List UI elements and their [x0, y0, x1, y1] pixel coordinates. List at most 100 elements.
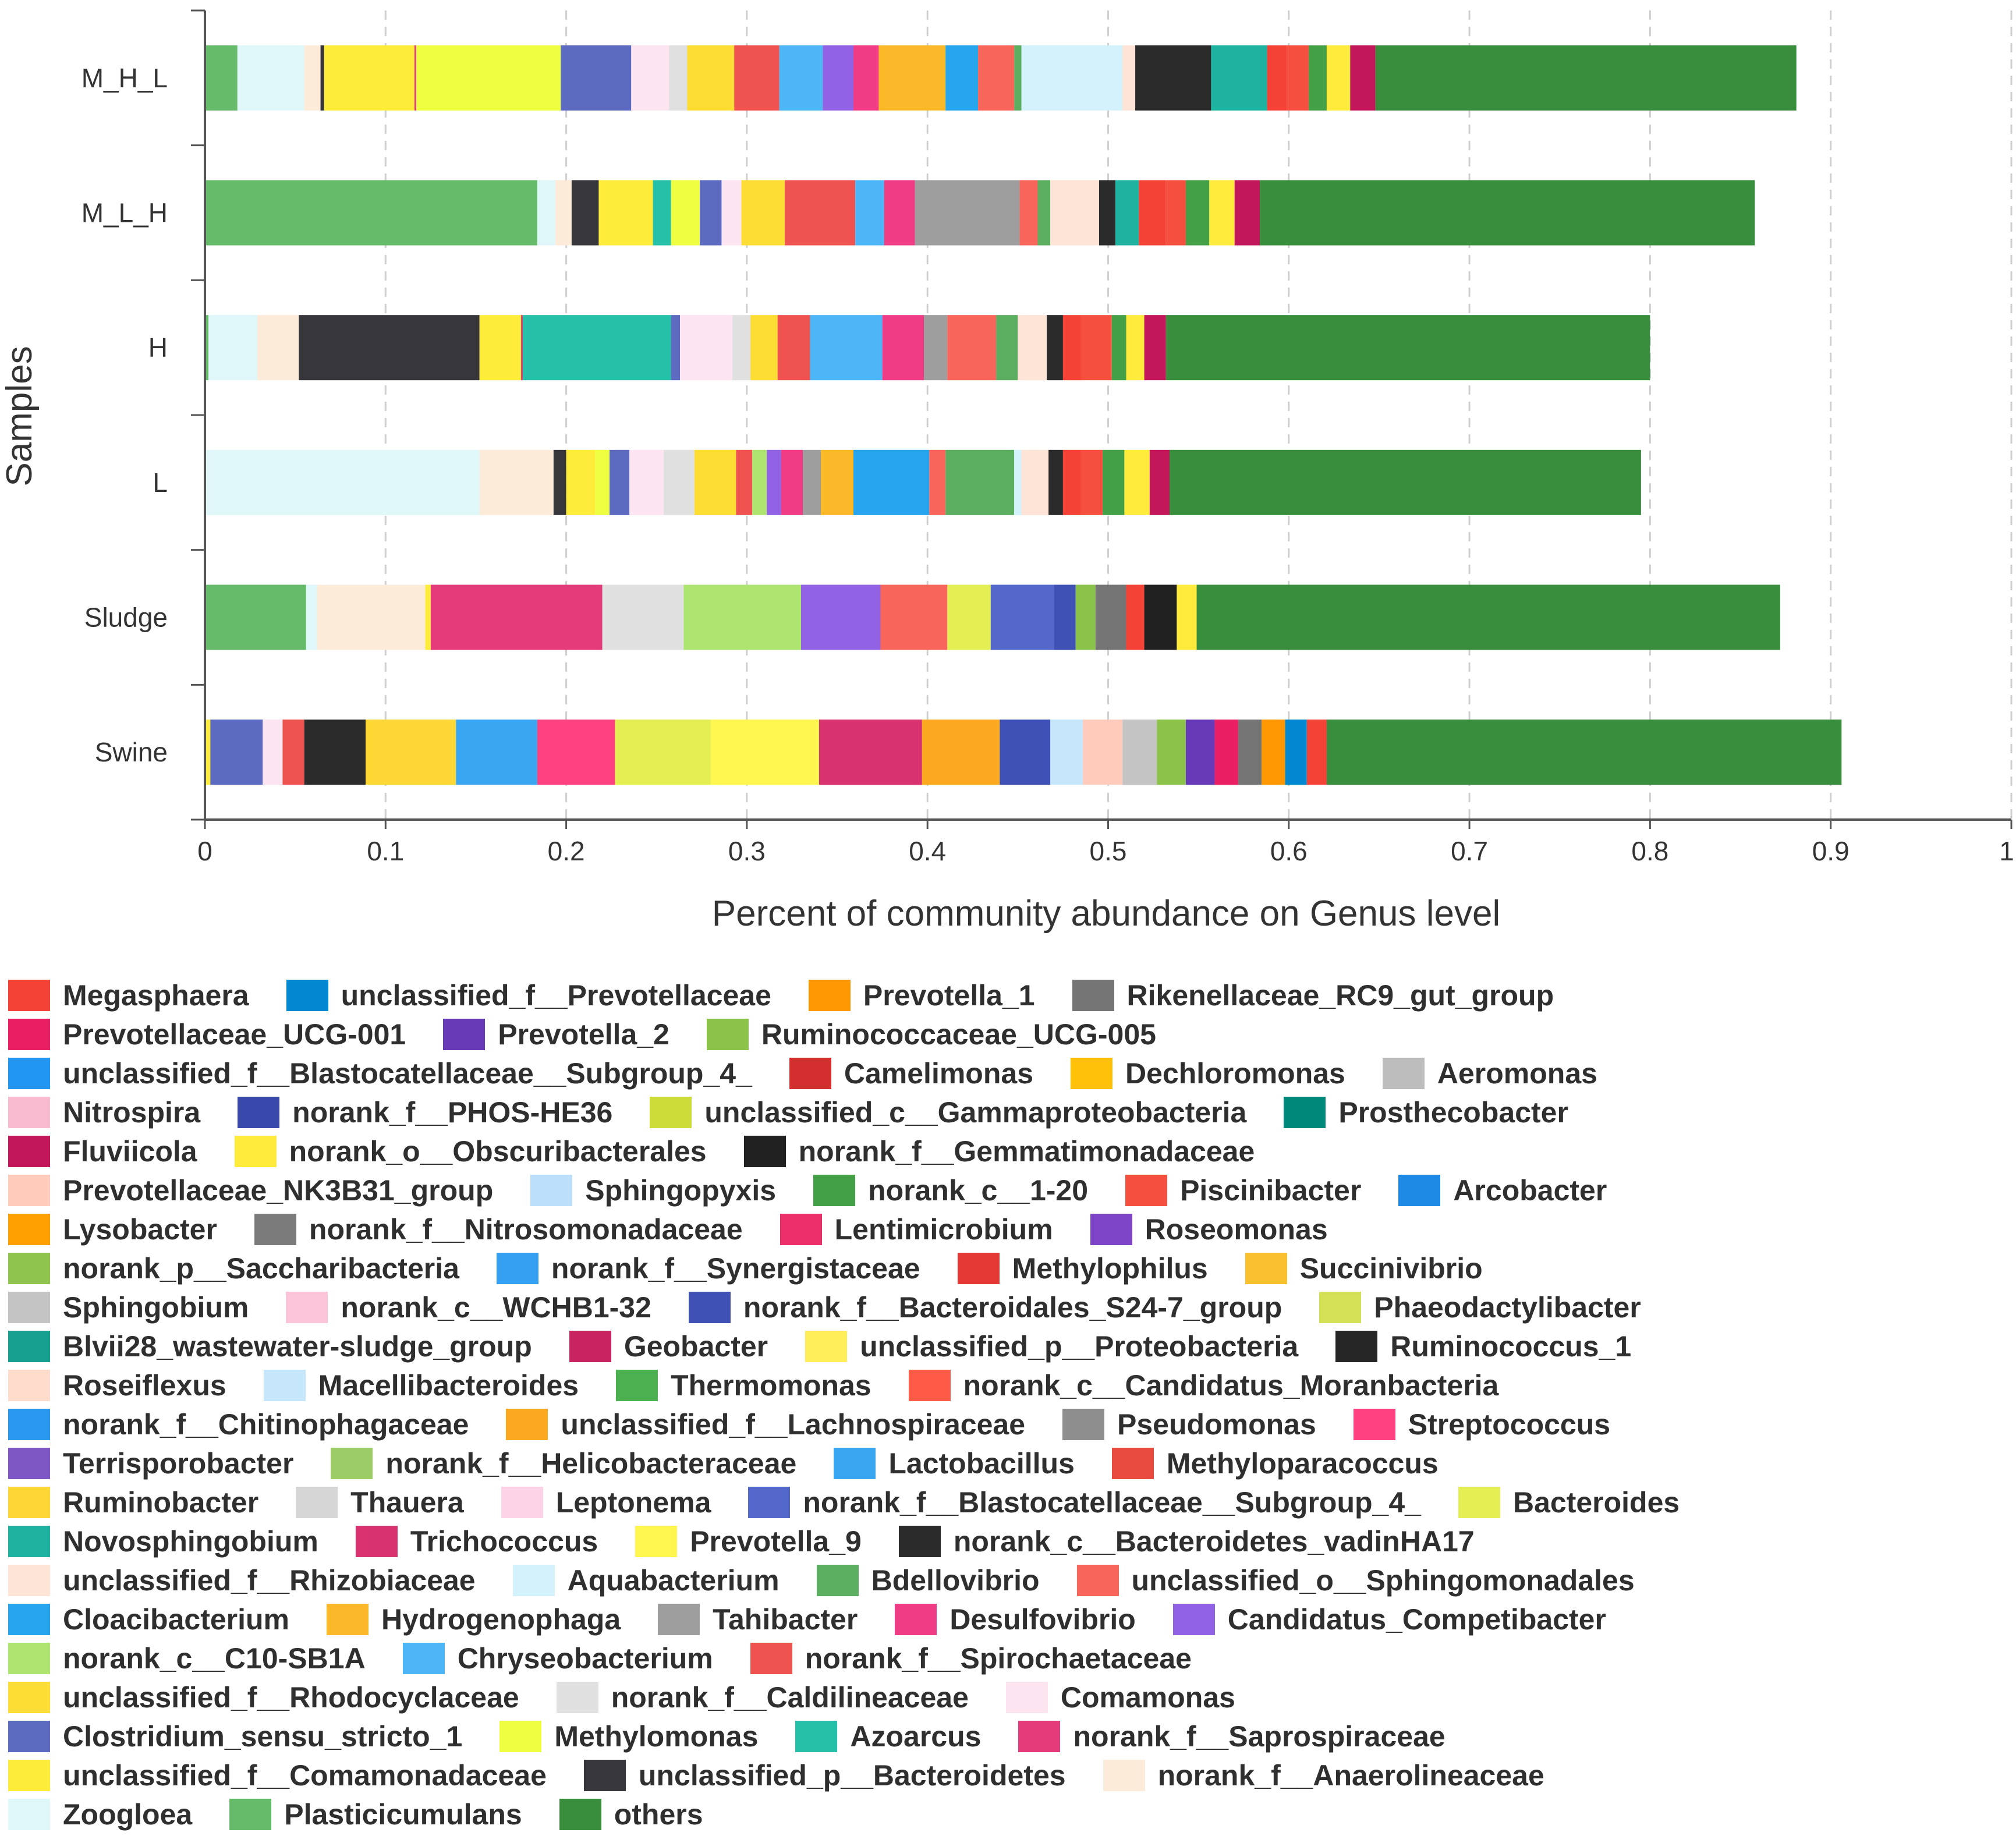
legend-item: Streptococcus [1353, 1405, 1611, 1444]
legend-item: Dechloromonas [1071, 1054, 1345, 1093]
legend-label: Prevotellaceae_NK3B31_group [63, 1174, 494, 1207]
legend-swatch [499, 1720, 542, 1752]
bar-segment [320, 45, 324, 111]
legend-label: Lentimicrobium [834, 1213, 1053, 1246]
legend-label: Streptococcus [1408, 1408, 1611, 1441]
bar-segment [615, 719, 711, 785]
legend-item: norank_f__Chitinophagaceae [8, 1405, 469, 1444]
bar-segment [884, 180, 915, 246]
legend-swatch [8, 1681, 50, 1713]
bar-segment [561, 45, 632, 111]
legend-label: Hydrogenophaga [381, 1603, 621, 1636]
bar-segment [767, 449, 781, 515]
legend-swatch [1062, 1408, 1105, 1440]
legend-swatch [816, 1564, 859, 1596]
legend-swatch [743, 1135, 786, 1167]
legend-label: unclassified_c__Gammaproteobacteria [704, 1096, 1247, 1129]
legend-label: norank_c__WCHB1-32 [341, 1291, 651, 1324]
bar-segment [671, 315, 681, 381]
x-tick-label: 0.7 [1451, 836, 1488, 866]
legend-item: Plasticicumulans [229, 1795, 522, 1834]
bar-segment [425, 584, 431, 650]
legend-swatch [1090, 1213, 1132, 1245]
legend-label: Chryseobacterium [457, 1642, 713, 1675]
legend-label: Nitrospira [63, 1096, 201, 1129]
legend-label: Cloacibacterium [63, 1603, 290, 1636]
axes [191, 9, 2013, 829]
bar-segment [945, 449, 1015, 515]
legend-label: Piscinibacter [1180, 1174, 1362, 1207]
legend-swatch [234, 1135, 277, 1167]
bar-segment [1050, 180, 1099, 246]
bar-segment [1350, 45, 1376, 111]
legend-row: Roseiflexus Macellibacteroides Thermomonas… [8, 1366, 1536, 1405]
legend-swatch [8, 1525, 50, 1557]
bar-segment [777, 315, 810, 381]
legend-item: Thauera [296, 1483, 464, 1522]
legend-item: norank_f__Anaerolineaceae [1103, 1756, 1544, 1795]
bar-segment [680, 315, 733, 381]
legend-label: Candidatus_Competibacter [1227, 1603, 1606, 1636]
bar-segment [1144, 315, 1166, 381]
bar-segment [800, 584, 881, 650]
legend-label: Comamonas [1060, 1681, 1235, 1714]
legend-swatch [8, 1486, 50, 1518]
legend-swatch [331, 1447, 373, 1479]
bar-segment [1080, 449, 1103, 515]
bar-segment [1000, 719, 1051, 785]
legend-swatch [750, 1642, 792, 1674]
legend-row: Blvii28_wastewater-sludge_group Geobacter… [8, 1327, 1668, 1366]
bar-segment [1238, 719, 1262, 785]
bar-segment [653, 180, 671, 246]
bar-segment [1149, 449, 1170, 515]
legend-item: Azoarcus [795, 1717, 981, 1756]
bar-segment [1083, 719, 1123, 785]
legend-label: Phaeodactylibacter [1374, 1291, 1641, 1324]
bar-segment [700, 180, 722, 246]
legend-swatch [327, 1603, 369, 1635]
x-tick-label: 0.2 [548, 836, 585, 866]
bar-segment [736, 449, 753, 515]
legend-swatch [895, 1603, 937, 1635]
legend-item: Methyloparacoccus [1111, 1444, 1439, 1483]
y-tick-label: M_L_H [82, 198, 168, 228]
legend-swatch [559, 1798, 601, 1830]
bar-segment [1115, 180, 1139, 246]
legend-row: Fluviicola norank_o__Obscuribacterales nor… [8, 1132, 1292, 1171]
legend-item: Ruminococcus_1 [1335, 1327, 1631, 1366]
bar-segment [595, 449, 610, 515]
legend-item: Methylomonas [499, 1717, 758, 1756]
legend-swatch [501, 1486, 543, 1518]
bar-segment [555, 180, 572, 246]
bar-segment [553, 449, 566, 515]
legend-label: Pseudomonas [1117, 1408, 1316, 1441]
x-tick-label: 0.6 [1270, 836, 1308, 866]
bar-segment [566, 449, 596, 515]
legend-item: Arcobacter [1398, 1171, 1607, 1210]
bar-segment [205, 584, 306, 650]
legend-item: Aeromonas [1382, 1054, 1597, 1093]
bar-segment [1103, 449, 1125, 515]
legend-row: Prevotellaceae_UCG-001 Prevotella_2 Rumino… [8, 1015, 1193, 1054]
bar-segment [878, 45, 946, 111]
bar-segment [823, 45, 853, 111]
bar-segment [945, 45, 979, 111]
bar-segment [1122, 45, 1136, 111]
bar-segment [430, 584, 603, 650]
legend-swatch [805, 1330, 848, 1362]
legend-item: Aquabacterium [512, 1561, 780, 1600]
legend-item: unclassified_f__Rhodocyclaceae [8, 1678, 519, 1717]
legend-item: Trichococcus [355, 1522, 598, 1561]
legend-label: Rikenellaceae_RC9_gut_group [1126, 979, 1554, 1012]
legend-swatch [583, 1759, 626, 1791]
legend-item: Roseiflexus [8, 1366, 226, 1405]
x-tick-label: 0.4 [909, 836, 946, 866]
bar-segment [205, 180, 537, 246]
legend-swatch [8, 1174, 50, 1206]
legend-item: norank_c__Candidatus_Moranbacteria [908, 1366, 1498, 1405]
legend-label: norank_c__1-20 [868, 1174, 1089, 1207]
bar-segment [1144, 584, 1177, 650]
bar-segment [414, 45, 417, 111]
legend-label: norank_o__Obscuribacterales [289, 1135, 707, 1168]
legend-swatch [402, 1642, 445, 1674]
